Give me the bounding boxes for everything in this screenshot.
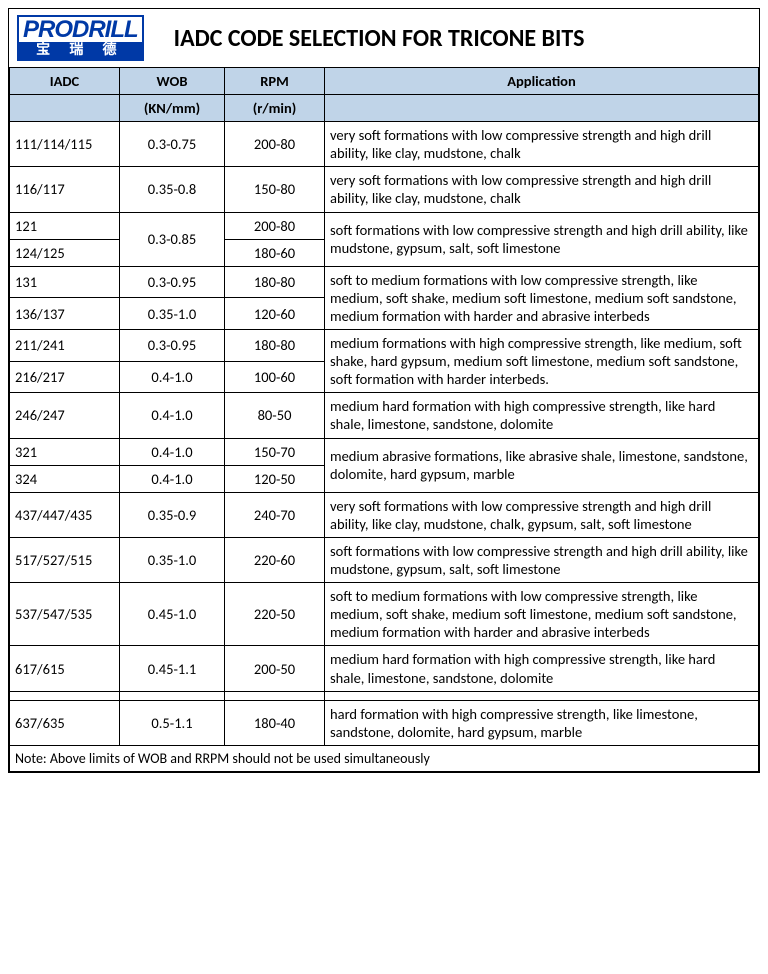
table-row: 116/117 0.35-0.8 150-80 very soft format… xyxy=(10,167,759,212)
cell-wob: 0.35-0.9 xyxy=(120,492,225,537)
cell-rpm: 200-80 xyxy=(225,122,325,167)
table-body: 111/114/115 0.3-0.75 200-80 very soft fo… xyxy=(10,122,759,772)
cell-rpm: 240-70 xyxy=(225,492,325,537)
cell-wob: 0.3-0.85 xyxy=(120,212,225,266)
th-wob: WOB xyxy=(120,68,225,95)
cell-rpm: 100-60 xyxy=(225,361,325,393)
cell-wob: 0.35-1.0 xyxy=(120,298,225,330)
table-row: 517/527/515 0.35-1.0 220-60 soft formati… xyxy=(10,537,759,582)
cell-rpm: 200-50 xyxy=(225,646,325,691)
spacer-row xyxy=(10,691,759,700)
cell-wob: 0.4-1.0 xyxy=(120,393,225,438)
cell-wob: 0.3-0.95 xyxy=(120,329,225,361)
th-app: Application xyxy=(325,68,759,95)
table-row: 121 0.3-0.85 200-80 soft formations with… xyxy=(10,212,759,239)
cell-iadc: 216/217 xyxy=(10,361,120,393)
cell-wob: 0.4-1.0 xyxy=(120,438,225,465)
cell-app: medium hard formation with high compress… xyxy=(325,646,759,691)
cell-iadc: 517/527/515 xyxy=(10,537,120,582)
cell-wob: 0.45-1.1 xyxy=(120,646,225,691)
cell-rpm: 180-80 xyxy=(225,329,325,361)
th-iadc: IADC xyxy=(10,68,120,95)
iadc-table: IADC WOB RPM Application (KN/mm) (r/min)… xyxy=(9,67,759,772)
cell-rpm: 120-60 xyxy=(225,298,325,330)
cell-wob: 0.3-0.95 xyxy=(120,266,225,298)
cell-rpm: 180-80 xyxy=(225,266,325,298)
table-row: 321 0.4-1.0 150-70 medium abrasive forma… xyxy=(10,438,759,465)
th-wob-unit: (KN/mm) xyxy=(120,95,225,122)
cell-app: medium abrasive formations, like abrasiv… xyxy=(325,438,759,492)
table-row: 537/547/535 0.45-1.0 220-50 soft to medi… xyxy=(10,583,759,646)
cell-app: soft formations with low compressive str… xyxy=(325,212,759,266)
cell-iadc: 321 xyxy=(10,438,120,465)
header-row: PRODRILL 宝 瑞 德 IADC CODE SELECTION FOR T… xyxy=(9,9,759,67)
cell-rpm: 200-80 xyxy=(225,212,325,239)
cell-app: very soft formations with low compressiv… xyxy=(325,492,759,537)
table-header: IADC WOB RPM Application (KN/mm) (r/min) xyxy=(10,68,759,122)
cell-app: soft to medium formations with low compr… xyxy=(325,266,759,329)
cell-iadc: 637/635 xyxy=(10,700,120,745)
th-rpm-unit: (r/min) xyxy=(225,95,325,122)
th-rpm: RPM xyxy=(225,68,325,95)
cell-app: very soft formations with low compressiv… xyxy=(325,167,759,212)
cell-rpm: 220-60 xyxy=(225,537,325,582)
logo-top-text: PRODRILL xyxy=(19,17,142,42)
note-row: Note: Above limits of WOB and RRPM shoul… xyxy=(10,745,759,771)
cell-rpm: 80-50 xyxy=(225,393,325,438)
cell-wob: 0.3-0.75 xyxy=(120,122,225,167)
cell-rpm: 150-80 xyxy=(225,167,325,212)
cell-iadc: 121 xyxy=(10,212,120,239)
cell-iadc: 111/114/115 xyxy=(10,122,120,167)
logo-bottom-text: 宝 瑞 德 xyxy=(19,42,142,59)
cell-app: soft to medium formations with low compr… xyxy=(325,583,759,646)
page-title: IADC CODE SELECTION FOR TRICONE BITS xyxy=(164,24,751,53)
table-row: 246/247 0.4-1.0 80-50 medium hard format… xyxy=(10,393,759,438)
page-border: PRODRILL 宝 瑞 德 IADC CODE SELECTION FOR T… xyxy=(8,8,760,773)
cell-app: medium hard formation with high compress… xyxy=(325,393,759,438)
cell-rpm: 120-50 xyxy=(225,465,325,492)
th-iadc-sub xyxy=(10,95,120,122)
cell-wob: 0.4-1.0 xyxy=(120,465,225,492)
cell-iadc: 437/447/435 xyxy=(10,492,120,537)
cell-iadc: 324 xyxy=(10,465,120,492)
table-row: 617/615 0.45-1.1 200-50 medium hard form… xyxy=(10,646,759,691)
cell-wob: 0.35-0.8 xyxy=(120,167,225,212)
cell-wob: 0.5-1.1 xyxy=(120,700,225,745)
note-text: Note: Above limits of WOB and RRPM shoul… xyxy=(10,745,759,771)
cell-rpm: 220-50 xyxy=(225,583,325,646)
cell-wob: 0.4-1.0 xyxy=(120,361,225,393)
cell-wob: 0.45-1.0 xyxy=(120,583,225,646)
cell-app: medium formations with high compressive … xyxy=(325,329,759,392)
cell-rpm: 180-60 xyxy=(225,239,325,266)
cell-wob: 0.35-1.0 xyxy=(120,537,225,582)
table-row: 437/447/435 0.35-0.9 240-70 very soft fo… xyxy=(10,492,759,537)
cell-iadc: 136/137 xyxy=(10,298,120,330)
cell-iadc: 211/241 xyxy=(10,329,120,361)
cell-iadc: 131 xyxy=(10,266,120,298)
cell-iadc: 124/125 xyxy=(10,239,120,266)
cell-app: soft formations with low compressive str… xyxy=(325,537,759,582)
cell-iadc: 246/247 xyxy=(10,393,120,438)
cell-iadc: 116/117 xyxy=(10,167,120,212)
cell-app: hard formation with high compressive str… xyxy=(325,700,759,745)
table-row: 637/635 0.5-1.1 180-40 hard formation wi… xyxy=(10,700,759,745)
logo: PRODRILL 宝 瑞 德 xyxy=(17,15,144,61)
cell-rpm: 180-40 xyxy=(225,700,325,745)
table-row: 111/114/115 0.3-0.75 200-80 very soft fo… xyxy=(10,122,759,167)
cell-app: very soft formations with low compressiv… xyxy=(325,122,759,167)
table-row: 211/241 0.3-0.95 180-80 medium formation… xyxy=(10,329,759,361)
th-app-sub xyxy=(325,95,759,122)
table-row: 131 0.3-0.95 180-80 soft to medium forma… xyxy=(10,266,759,298)
cell-iadc: 537/547/535 xyxy=(10,583,120,646)
cell-iadc: 617/615 xyxy=(10,646,120,691)
cell-rpm: 150-70 xyxy=(225,438,325,465)
